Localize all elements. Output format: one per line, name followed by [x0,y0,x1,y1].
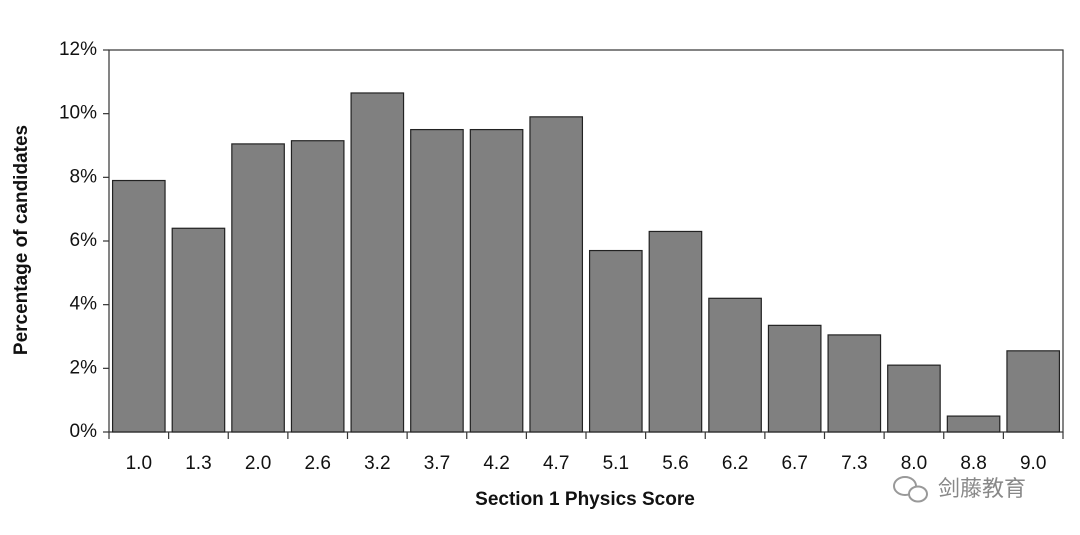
bar [887,364,941,433]
y-tick-label: 8% [70,166,98,187]
watermark-icon [908,485,928,503]
x-tick-label: 1.0 [126,453,152,474]
x-axis-title: Section 1 Physics Score [475,489,695,510]
bar [1006,350,1061,433]
x-tick-label: 6.7 [781,453,807,474]
y-tick-label: 0% [70,421,98,442]
y-tick-label: 4% [70,294,98,315]
bar [111,179,166,433]
bar [767,324,822,433]
watermark-text: 剑藤教育 [938,476,1026,501]
bar [708,297,762,433]
bar [529,116,584,433]
x-tick-label: 3.2 [364,453,390,474]
y-tick-label: 2% [70,357,98,378]
y-axis-title: Percentage of candidates [11,125,32,355]
x-tick-label: 5.1 [603,453,629,474]
bar [350,92,405,433]
x-tick-label: 2.0 [245,453,271,474]
bar [410,128,464,433]
x-tick-label: 5.6 [662,453,688,474]
x-tick-label: 8.0 [901,453,927,474]
x-tick-label: 6.2 [722,453,748,474]
bar [290,140,345,433]
x-tick-label: 8.8 [960,453,986,474]
bar [171,227,226,433]
x-tick-label: 1.3 [185,453,211,474]
x-tick-label: 7.3 [841,453,867,474]
bar [588,249,643,433]
bar [231,143,285,433]
watermark: 剑藤教育 [893,476,1026,503]
x-tick-label: 4.7 [543,453,569,474]
y-tick-label: 12% [59,39,97,60]
x-tick-label: 9.0 [1020,453,1046,474]
bar [946,415,1001,433]
x-tick-label: 4.2 [483,453,509,474]
x-tick-label: 3.7 [424,453,450,474]
bar [469,128,524,433]
y-tick-label: 10% [59,103,97,124]
bar [648,230,703,433]
bar [827,334,882,433]
y-tick-label: 6% [70,230,98,251]
x-tick-label: 2.6 [304,453,330,474]
